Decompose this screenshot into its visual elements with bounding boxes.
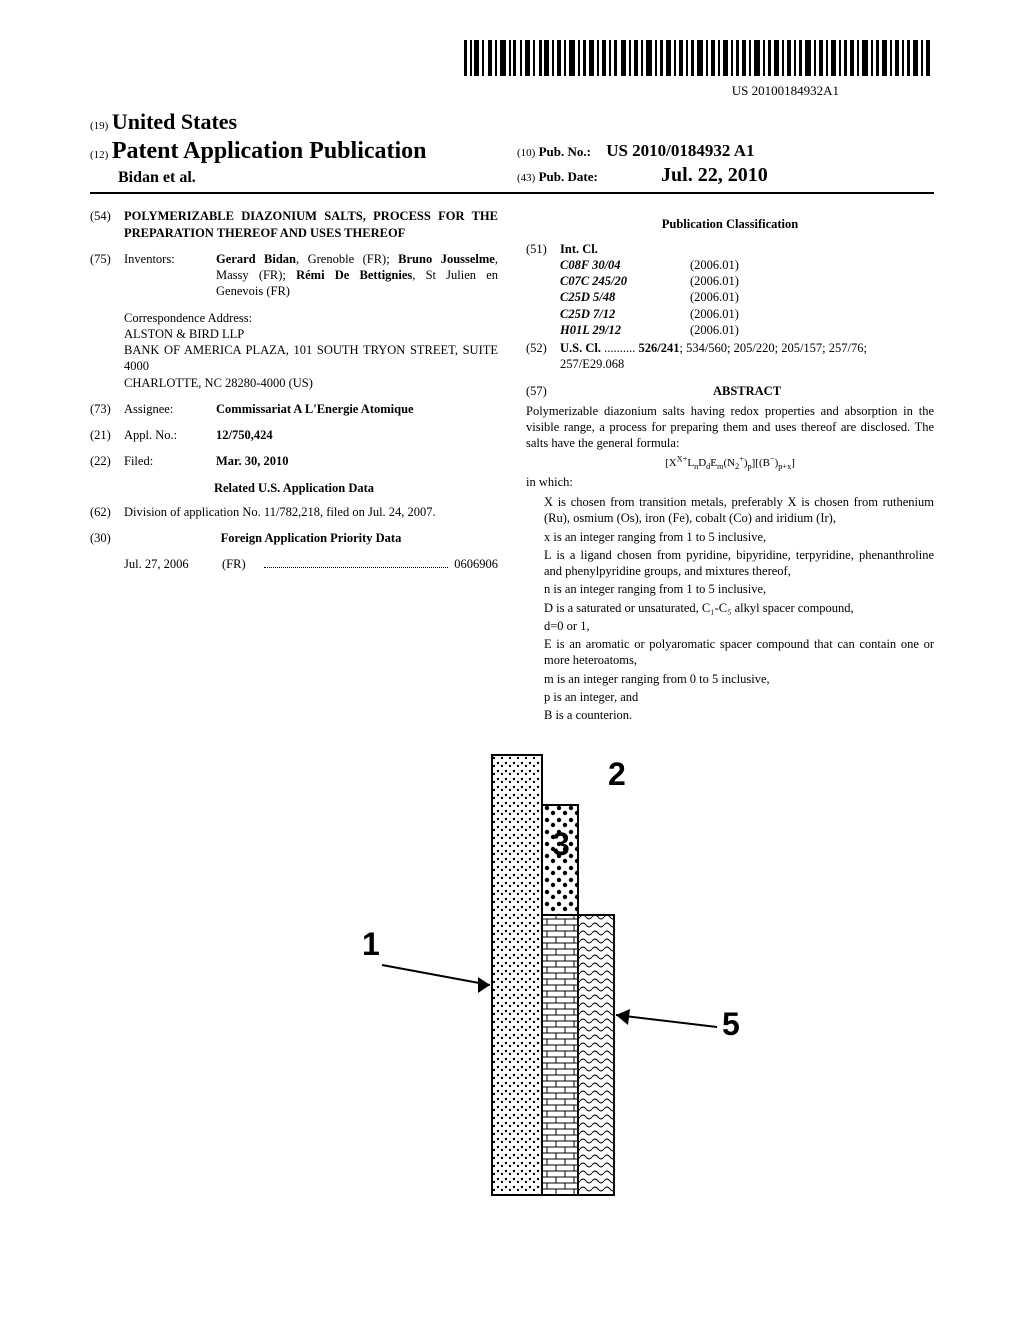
intcl-code: C08F 30/04 — [560, 257, 690, 273]
related-heading: Related U.S. Application Data — [90, 480, 498, 496]
code-52: (52) — [526, 340, 560, 373]
intcl-year: (2006.01) — [690, 257, 780, 273]
abstract-heading: ABSTRACT — [560, 383, 934, 399]
code-51: (51) — [526, 241, 560, 339]
dots-leader: .......... — [604, 341, 638, 355]
intcl-year: (2006.01) — [690, 322, 780, 338]
filed-label: Filed: — [124, 453, 216, 469]
abstract-item: d=0 or 1, — [544, 618, 934, 634]
pubclass-heading: Publication Classification — [526, 216, 934, 232]
invention-title: POLYMERIZABLE DIAZONIUM SALTS, PROCESS F… — [124, 208, 498, 241]
authors-header: Bidan et al. — [90, 168, 507, 189]
correspondence-label: Correspondence Address: — [124, 310, 498, 326]
code-30: (30) — [90, 530, 124, 546]
pubno-label: Pub. No.: — [539, 144, 591, 159]
intcl-year: (2006.01) — [690, 289, 780, 305]
abstract-item: E is an aromatic or polyaromatic spacer … — [544, 636, 934, 669]
applno-label: Appl. No.: — [124, 427, 216, 443]
left-column: (54) POLYMERIZABLE DIAZONIUM SALTS, PROC… — [90, 208, 498, 725]
publication-date: Jul. 22, 2010 — [661, 164, 768, 186]
patent-figure: 2 3 1 5 — [90, 745, 934, 1225]
code-57: (57) — [526, 383, 560, 399]
correspondence: Correspondence Address: ALSTON & BIRD LL… — [124, 310, 498, 391]
code-12: (12) — [90, 149, 108, 161]
foreign-priority-row: Jul. 27, 2006 (FR) 0606906 — [124, 556, 498, 572]
abstract-item: D is a saturated or unsaturated, C₁-C₅ a… — [544, 600, 934, 616]
abstract-item: X is chosen from transition metals, pref… — [544, 494, 934, 527]
country: United States — [112, 109, 237, 134]
code-21: (21) — [90, 427, 124, 443]
intcl-row: C25D 5/48(2006.01) — [560, 289, 934, 305]
code-43: (43) — [517, 172, 535, 184]
intcl-row: H01L 29/12(2006.01) — [560, 322, 934, 338]
code-73: (73) — [90, 401, 124, 417]
intcl-code: C07C 245/20 — [560, 273, 690, 289]
division-text: Division of application No. 11/782,218, … — [124, 504, 498, 520]
pubdate-label: Pub. Date: — [539, 169, 598, 184]
code-19: (19) — [90, 120, 108, 132]
intcl-year: (2006.01) — [690, 306, 780, 322]
inwhich: in which: — [526, 474, 934, 490]
intcl-code: C25D 7/12 — [560, 306, 690, 322]
code-62: (62) — [90, 504, 124, 520]
right-column: Publication Classification (51) Int. Cl.… — [526, 208, 934, 725]
code-75: (75) — [90, 251, 124, 300]
abstract-item: n is an integer ranging from 1 to 5 incl… — [544, 581, 934, 597]
intcl-row: C08F 30/04(2006.01) — [560, 257, 934, 273]
uscl-label: U.S. Cl. — [560, 341, 601, 355]
intcl-year: (2006.01) — [690, 273, 780, 289]
inventors: Gerard Bidan, Grenoble (FR); Bruno Jouss… — [216, 251, 498, 300]
svg-text:5: 5 — [722, 1006, 740, 1042]
code-10: (10) — [517, 147, 535, 159]
svg-text:2: 2 — [608, 756, 626, 792]
abstract-item: x is an integer ranging from 1 to 5 incl… — [544, 529, 934, 545]
foreign-heading: Foreign Application Priority Data — [124, 530, 498, 546]
svg-text:1: 1 — [362, 926, 380, 962]
publication-number: US 2010/0184932 A1 — [606, 141, 754, 160]
intcl-code: H01L 29/12 — [560, 322, 690, 338]
barcode-graphic — [464, 40, 934, 76]
intcl-row: C07C 245/20(2006.01) — [560, 273, 934, 289]
svg-text:3: 3 — [552, 826, 570, 862]
intcl-row: C25D 7/12(2006.01) — [560, 306, 934, 322]
foreign-date: Jul. 27, 2006 — [124, 556, 216, 572]
intcl-code: C25D 5/48 — [560, 289, 690, 305]
abstract-item: L is a ligand chosen from pyridine, bipy… — [544, 547, 934, 580]
figure-svg: 2 3 1 5 — [232, 745, 792, 1225]
inventors-label: Inventors: — [124, 251, 216, 300]
abstract-item: m is an integer ranging from 0 to 5 incl… — [544, 671, 934, 687]
foreign-number: 0606906 — [454, 556, 498, 572]
barcode-row — [90, 40, 934, 81]
patent-header: (19) United States (12) Patent Applicati… — [90, 108, 934, 195]
correspondence-body: ALSTON & BIRD LLPBANK OF AMERICA PLAZA, … — [124, 326, 498, 391]
abstract-intro: Polymerizable diazonium salts having red… — [526, 403, 934, 452]
dots-leader — [264, 559, 448, 569]
uscl-row: U.S. Cl. .......... 526/241; 534/560; 20… — [560, 340, 934, 373]
body-columns: (54) POLYMERIZABLE DIAZONIUM SALTS, PROC… — [90, 208, 934, 725]
application-number: 12/750,424 — [216, 427, 498, 443]
filed-date: Mar. 30, 2010 — [216, 453, 498, 469]
code-54: (54) — [90, 208, 124, 241]
intcl-list: C08F 30/04(2006.01)C07C 245/20(2006.01)C… — [560, 257, 934, 338]
intcl-label: Int. Cl. — [560, 241, 934, 257]
assignee-label: Assignee: — [124, 401, 216, 417]
abstract-list: X is chosen from transition metals, pref… — [526, 494, 934, 723]
foreign-country: (FR) — [222, 556, 258, 572]
barcode-number: US 20100184932A1 — [90, 83, 934, 100]
publication-type: Patent Application Publication — [112, 138, 427, 164]
abstract-item: p is an integer, and — [544, 689, 934, 705]
abstract-item: B is a counterion. — [544, 707, 934, 723]
abstract-formula: [XX+LnDdEm(N2+)p][(B−)p+x] — [526, 456, 934, 470]
assignee: Commissariat A L'Energie Atomique — [216, 401, 498, 417]
code-22: (22) — [90, 453, 124, 469]
